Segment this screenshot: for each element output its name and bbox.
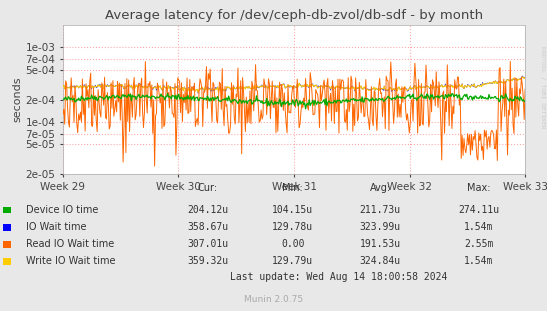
Text: Device IO time: Device IO time [26, 205, 98, 215]
Text: RRDTOOL / TOBI OETIKER: RRDTOOL / TOBI OETIKER [541, 46, 546, 128]
Text: 307.01u: 307.01u [187, 239, 229, 249]
Text: Max:: Max: [467, 183, 490, 193]
Text: Avg:: Avg: [370, 183, 391, 193]
Text: 191.53u: 191.53u [359, 239, 401, 249]
Y-axis label: seconds: seconds [13, 77, 22, 122]
Text: 1.54m: 1.54m [464, 222, 493, 232]
Text: 211.73u: 211.73u [359, 205, 401, 215]
Text: 104.15u: 104.15u [272, 205, 313, 215]
Text: Munin 2.0.75: Munin 2.0.75 [244, 295, 303, 304]
Text: 1.54m: 1.54m [464, 256, 493, 266]
Title: Average latency for /dev/ceph-db-zvol/db-sdf - by month: Average latency for /dev/ceph-db-zvol/db… [105, 9, 483, 22]
Text: 129.79u: 129.79u [272, 256, 313, 266]
Text: 324.84u: 324.84u [359, 256, 401, 266]
Text: 323.99u: 323.99u [359, 222, 401, 232]
Text: Read IO Wait time: Read IO Wait time [26, 239, 114, 249]
Text: 204.12u: 204.12u [187, 205, 229, 215]
Text: 274.11u: 274.11u [458, 205, 499, 215]
Text: 359.32u: 359.32u [187, 256, 229, 266]
Text: Cur:: Cur: [198, 183, 218, 193]
Text: 358.67u: 358.67u [187, 222, 229, 232]
Text: 2.55m: 2.55m [464, 239, 493, 249]
Text: 0.00: 0.00 [281, 239, 304, 249]
Text: IO Wait time: IO Wait time [26, 222, 86, 232]
Text: 129.78u: 129.78u [272, 222, 313, 232]
Text: Min:: Min: [282, 183, 303, 193]
Text: Last update: Wed Aug 14 18:00:58 2024: Last update: Wed Aug 14 18:00:58 2024 [230, 272, 448, 282]
Text: Write IO Wait time: Write IO Wait time [26, 256, 115, 266]
